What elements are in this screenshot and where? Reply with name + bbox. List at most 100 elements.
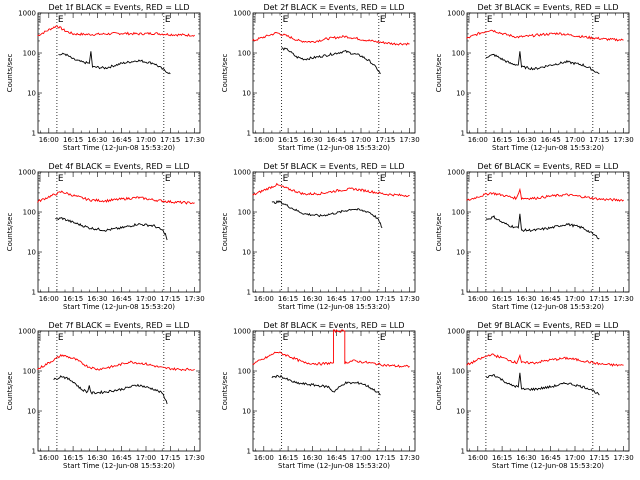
panel-title: Det 3f BLACK = Events, RED = LLD	[477, 3, 618, 12]
y-axis-label: Counts/sec	[6, 213, 14, 252]
y-tick-label: 10	[27, 408, 36, 416]
y-tick-label: 100	[238, 50, 251, 58]
panel-det-3: Det 3f BLACK = Events, RED = LLD 1 10 100 10…	[435, 3, 634, 152]
panel-title: Det 5f BLACK = Events, RED = LLD	[263, 162, 404, 171]
y-tick-label: 10	[242, 90, 251, 98]
x-axis-label: Start Time (12-Jun-08 15:53:20)	[492, 144, 604, 152]
x-tick-label: 16:15	[63, 295, 83, 303]
x-tick-label: 17:15	[589, 295, 609, 303]
y-axis-label: Counts/sec	[435, 54, 443, 93]
x-tick-label: 16:30	[302, 136, 322, 144]
x-tick-label: 17:00	[351, 454, 371, 462]
event-marker: E	[165, 15, 171, 25]
x-tick-label: 17:30	[614, 454, 634, 462]
plot-frame	[252, 12, 416, 134]
x-tick-label: 17:30	[185, 454, 205, 462]
x-tick-label: 16:45	[327, 454, 347, 462]
plot-frame	[37, 330, 201, 452]
event-marker: E	[487, 333, 493, 343]
y-tick-label: 1000	[447, 10, 465, 18]
event-marker: E	[58, 15, 64, 25]
event-marker: E	[380, 15, 386, 25]
y-tick-label: 10	[456, 408, 465, 416]
panel-title: Det 4f BLACK = Events, RED = LLD	[48, 162, 189, 171]
panel-det-4: Det 4f BLACK = Events, RED = LLD 1 10 100 10…	[6, 162, 205, 311]
lld-series-line	[466, 353, 624, 367]
x-tick-label: 17:15	[375, 295, 395, 303]
x-tick-label: 17:30	[400, 136, 420, 144]
y-tick-label: 1	[32, 448, 36, 456]
panel-title: Det 9f BLACK = Events, RED = LLD	[477, 321, 618, 330]
event-marker: E	[594, 333, 600, 343]
event-marker: E	[487, 15, 493, 25]
x-tick-label: 16:45	[327, 136, 347, 144]
y-tick-label: 100	[23, 368, 36, 376]
x-tick-label: 17:00	[565, 295, 585, 303]
x-axis-label: Start Time (12-Jun-08 15:53:20)	[278, 462, 390, 470]
panel-det-9: Det 9f BLACK = Events, RED = LLD 1 10 100 10…	[435, 321, 634, 470]
events-series-line	[53, 375, 168, 405]
y-tick-label: 1	[461, 130, 465, 138]
event-marker: E	[165, 174, 171, 184]
event-marker: E	[165, 333, 171, 343]
x-tick-label: 16:00	[254, 295, 274, 303]
y-tick-label: 1000	[18, 328, 36, 336]
plot-frame	[252, 330, 416, 452]
y-tick-label: 1	[461, 289, 465, 297]
events-series-line	[485, 51, 600, 75]
x-tick-label: 16:15	[278, 136, 298, 144]
events-series-line	[58, 51, 171, 75]
y-axis-label: Counts/sec	[221, 372, 229, 411]
x-tick-label: 16:00	[39, 454, 59, 462]
panel-det-2: Det 2f BLACK = Events, RED = LLD 1 10 100 10…	[221, 3, 420, 152]
y-tick-label: 10	[27, 90, 36, 98]
x-axis-label: Start Time (12-Jun-08 15:53:20)	[63, 303, 175, 311]
x-tick-label: 16:30	[516, 454, 536, 462]
x-tick-label: 16:00	[468, 136, 488, 144]
event-marker: E	[283, 174, 289, 184]
events-series-line	[485, 213, 600, 240]
panel-det-1: Det 1f BLACK = Events, RED = LLD 1 10 100 10…	[6, 3, 205, 152]
plot-frame	[466, 171, 630, 293]
x-tick-label: 16:30	[87, 295, 107, 303]
x-tick-label: 16:30	[87, 454, 107, 462]
y-tick-label: 1000	[233, 10, 251, 18]
x-tick-label: 17:30	[614, 295, 634, 303]
x-tick-label: 16:00	[254, 454, 274, 462]
y-tick-label: 1	[32, 289, 36, 297]
panel-det-5: Det 5f BLACK = Events, RED = LLD 1 10 100 10…	[221, 162, 420, 311]
lld-series-line	[252, 329, 410, 368]
panel-det-6: Det 6f BLACK = Events, RED = LLD 1 10 100 10…	[435, 162, 634, 311]
x-tick-label: 16:15	[63, 454, 83, 462]
x-tick-label: 17:30	[185, 295, 205, 303]
y-tick-label: 1000	[18, 10, 36, 18]
plot-frame	[37, 171, 201, 293]
panel-title: Det 7f BLACK = Events, RED = LLD	[48, 321, 189, 330]
event-marker: E	[283, 15, 289, 25]
lld-series-line	[37, 190, 195, 205]
x-tick-label: 17:15	[589, 454, 609, 462]
x-tick-label: 16:45	[541, 136, 561, 144]
y-axis-label: Counts/sec	[435, 213, 443, 252]
y-tick-label: 1	[247, 448, 251, 456]
y-tick-label: 1000	[233, 169, 251, 177]
plot-frame	[466, 330, 630, 452]
x-tick-label: 16:30	[87, 136, 107, 144]
x-tick-label: 17:00	[136, 295, 156, 303]
x-tick-label: 16:45	[541, 454, 561, 462]
y-tick-label: 10	[456, 90, 465, 98]
x-tick-label: 17:00	[136, 136, 156, 144]
event-marker: E	[380, 174, 386, 184]
plot-frame	[37, 12, 201, 134]
event-marker: E	[380, 333, 386, 343]
x-tick-label: 17:30	[614, 136, 634, 144]
events-series-line	[485, 372, 600, 396]
y-axis-label: Counts/sec	[221, 213, 229, 252]
events-series-line	[271, 374, 381, 396]
x-axis-label: Start Time (12-Jun-08 15:53:20)	[492, 462, 604, 470]
y-tick-label: 1	[247, 289, 251, 297]
x-tick-label: 16:30	[302, 454, 322, 462]
x-tick-label: 16:15	[278, 295, 298, 303]
x-tick-label: 16:30	[516, 295, 536, 303]
x-tick-label: 17:30	[400, 295, 420, 303]
